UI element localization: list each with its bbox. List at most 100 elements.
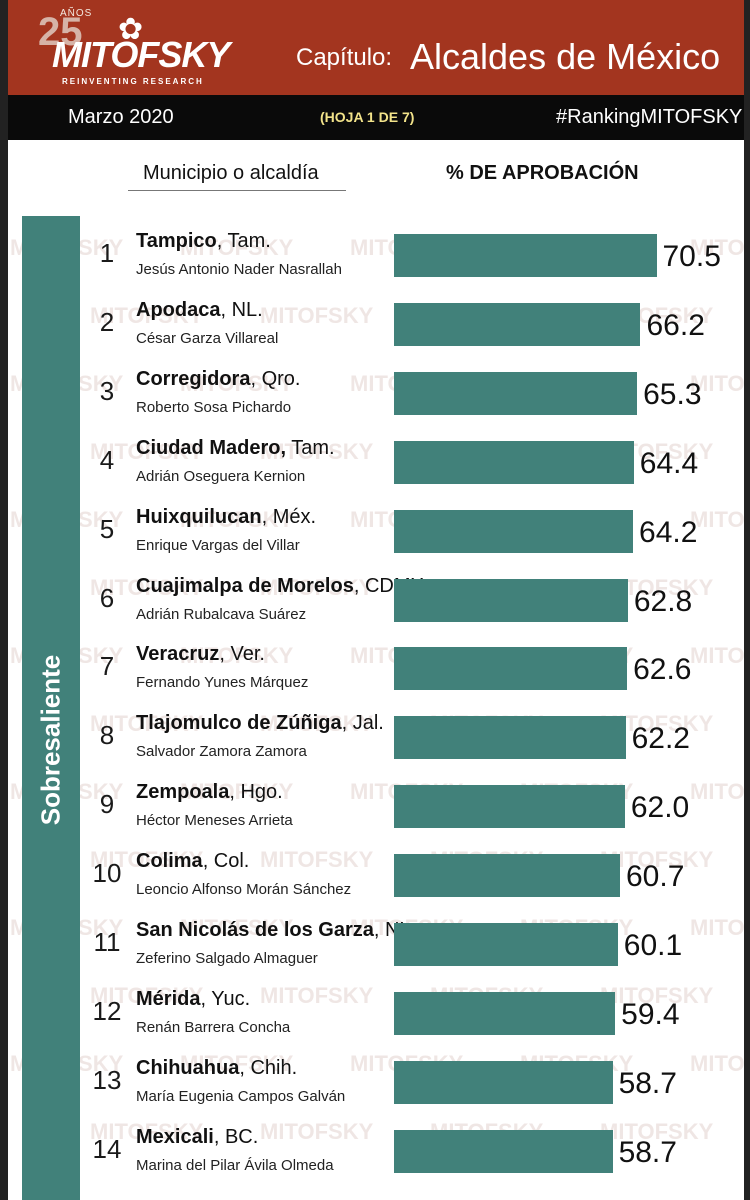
approval-bar bbox=[394, 785, 625, 829]
approval-value: 60.1 bbox=[623, 929, 683, 962]
mayor-name: Marina del Pilar Ávila Olmeda bbox=[136, 1156, 334, 1174]
mayor-name: Enrique Vargas del Villar bbox=[136, 536, 300, 554]
approval-bar bbox=[394, 509, 634, 553]
municipality-state: , Tam. bbox=[216, 230, 271, 252]
column-header-municipality: Municipio o alcaldía bbox=[143, 162, 319, 184]
municipality-state: , Col. bbox=[202, 850, 250, 873]
municipality-bold: Apodaca bbox=[136, 298, 221, 321]
municipality-name: Ciudad Madero, Tam. bbox=[136, 437, 335, 460]
sheet-indicator: (HOJA 1 DE 7) bbox=[320, 109, 415, 125]
approval-value: 64.2 bbox=[639, 515, 698, 549]
rank-number: 12 bbox=[92, 995, 122, 1026]
rank-number: 1 bbox=[99, 238, 115, 268]
approval-bar bbox=[394, 234, 657, 277]
left-frame-edge bbox=[0, 0, 8, 1200]
approval-bar bbox=[394, 923, 618, 966]
approval-value: 62.0 bbox=[630, 791, 690, 825]
approval-bar bbox=[394, 716, 626, 760]
rank-number: 14 bbox=[92, 1133, 122, 1164]
municipality-state: , BC. bbox=[213, 1125, 259, 1148]
municipality-state: , Hgo. bbox=[229, 781, 283, 804]
mayor-name: Fernando Yunes Márquez bbox=[136, 674, 309, 692]
logo-wordmark: MITOFSKY bbox=[52, 34, 230, 75]
watermark-logo: MITOFSKY bbox=[260, 303, 374, 328]
municipality-name: San Nicolás de los Garza, NL bbox=[136, 919, 411, 942]
municipality-state: , Chih. bbox=[239, 1056, 298, 1079]
municipality-name: Colima, Col. bbox=[136, 850, 249, 873]
approval-value: 66.2 bbox=[646, 308, 705, 342]
ranking-hashtag: #RankingMITOFSKY bbox=[556, 106, 743, 128]
mayor-name: Adrián Oseguera Kernion bbox=[136, 467, 306, 485]
municipality-name: Tlajomulco de Zúñiga, Jal. bbox=[136, 712, 384, 735]
logo-tagline: REINVENTING RESEARCH bbox=[62, 77, 204, 86]
logo-anniversary-label: AÑOS bbox=[60, 8, 93, 19]
chapter-title: Alcaldes de México bbox=[410, 36, 721, 77]
column-header-underline bbox=[128, 190, 346, 191]
municipality-state: Tam. bbox=[286, 436, 335, 459]
municipality-state: , Yuc. bbox=[200, 987, 251, 1010]
rank-number: 10 bbox=[92, 858, 122, 889]
municipality-state: , Jal. bbox=[341, 712, 384, 735]
municipality-name: Huixquilucan, Méx. bbox=[136, 506, 316, 529]
approval-value: 58.7 bbox=[618, 1066, 677, 1100]
approval-value: 62.6 bbox=[633, 653, 692, 687]
municipality-name: Zempoala, Hgo. bbox=[136, 781, 283, 804]
bird-logo-icon: ✿ bbox=[118, 13, 144, 46]
mayor-name: Zeferino Salgado Almaguer bbox=[136, 950, 318, 967]
rank-number: 2 bbox=[99, 306, 115, 337]
municipality-name: Mexicali, BC. bbox=[136, 1126, 258, 1149]
approval-bar bbox=[394, 371, 638, 415]
category-label: Sobresaliente bbox=[35, 654, 66, 826]
mayor-name: Jesús Antonio Nader Nasrallah bbox=[136, 261, 342, 278]
mayor-name: Roberto Sosa Pichardo bbox=[136, 398, 292, 416]
rank-number: 4 bbox=[99, 444, 115, 475]
municipality-name: Apodaca, NL. bbox=[136, 299, 263, 322]
municipality-name: Chihuahua, Chih. bbox=[136, 1057, 297, 1080]
municipality-state: , Méx. bbox=[261, 505, 317, 528]
category-sidebar bbox=[22, 216, 80, 1200]
approval-value: 62.8 bbox=[633, 584, 693, 618]
municipality-bold: Mérida bbox=[136, 987, 201, 1010]
watermark-logo: MITOFSKY bbox=[690, 915, 750, 940]
approval-value: 58.7 bbox=[618, 1135, 677, 1169]
rank-number: 9 bbox=[99, 789, 115, 820]
rank-number: 13 bbox=[92, 1064, 122, 1095]
approval-bar bbox=[394, 578, 628, 622]
mayor-name: Salvador Zamora Zamora bbox=[136, 743, 307, 761]
logo-anniversary-number: 25 bbox=[38, 10, 83, 54]
municipality-bold: Chihuahua bbox=[136, 1056, 240, 1079]
mayor-name: Héctor Meneses Arrieta bbox=[136, 812, 293, 830]
municipality-name: Cuajimalpa de Morelos, CDMX bbox=[136, 575, 424, 598]
approval-value: 64.4 bbox=[639, 446, 699, 480]
watermark-logo: MITOFSKY bbox=[690, 507, 750, 532]
watermark-logo: MITOFSKY bbox=[260, 1119, 374, 1144]
report-date: Marzo 2020 bbox=[68, 106, 174, 128]
mayor-name: María Eugenia Campos Galván bbox=[136, 1087, 346, 1105]
rank-number: 7 bbox=[99, 651, 115, 682]
approval-value: 62.2 bbox=[631, 722, 690, 756]
rank-number: 6 bbox=[99, 582, 115, 613]
municipality-name: Corregidora, Qro. bbox=[136, 368, 300, 391]
approval-value: 59.4 bbox=[621, 997, 680, 1031]
municipality-bold: Mexicali bbox=[136, 1125, 214, 1148]
rank-number: 5 bbox=[99, 513, 115, 544]
municipality-bold: Zempoala bbox=[136, 781, 230, 804]
right-frame-edge bbox=[744, 0, 750, 1200]
column-header-approval: % DE APROBACIÓN bbox=[446, 162, 639, 184]
municipality-name: Tampico, Tam. bbox=[136, 230, 271, 253]
municipality-bold: Ciudad Madero, bbox=[136, 436, 287, 459]
approval-bar bbox=[394, 647, 628, 691]
mayor-name: Renán Barrera Concha bbox=[136, 1018, 291, 1036]
rank-number: 3 bbox=[99, 375, 115, 406]
approval-value: 65.3 bbox=[643, 377, 702, 411]
municipality-bold: Huixquilucan bbox=[136, 505, 262, 528]
watermark-logo: MITOFSKY bbox=[690, 779, 750, 804]
approval-bar bbox=[394, 1060, 613, 1104]
watermark-pattern: MITOFSKY MITOFSKY MITOFSKY MITOFSKY MITOFSKY… bbox=[10, 235, 750, 1144]
municipality-bold: Colima bbox=[136, 850, 203, 873]
rank-number: 8 bbox=[99, 720, 115, 751]
municipality-bold: Veracruz bbox=[136, 643, 220, 666]
approval-bar bbox=[394, 1129, 613, 1173]
header: 25 AÑOS ✿ MITOFSKY REINVENTING RESEARCH … bbox=[0, 0, 750, 95]
approval-bar bbox=[394, 991, 616, 1035]
